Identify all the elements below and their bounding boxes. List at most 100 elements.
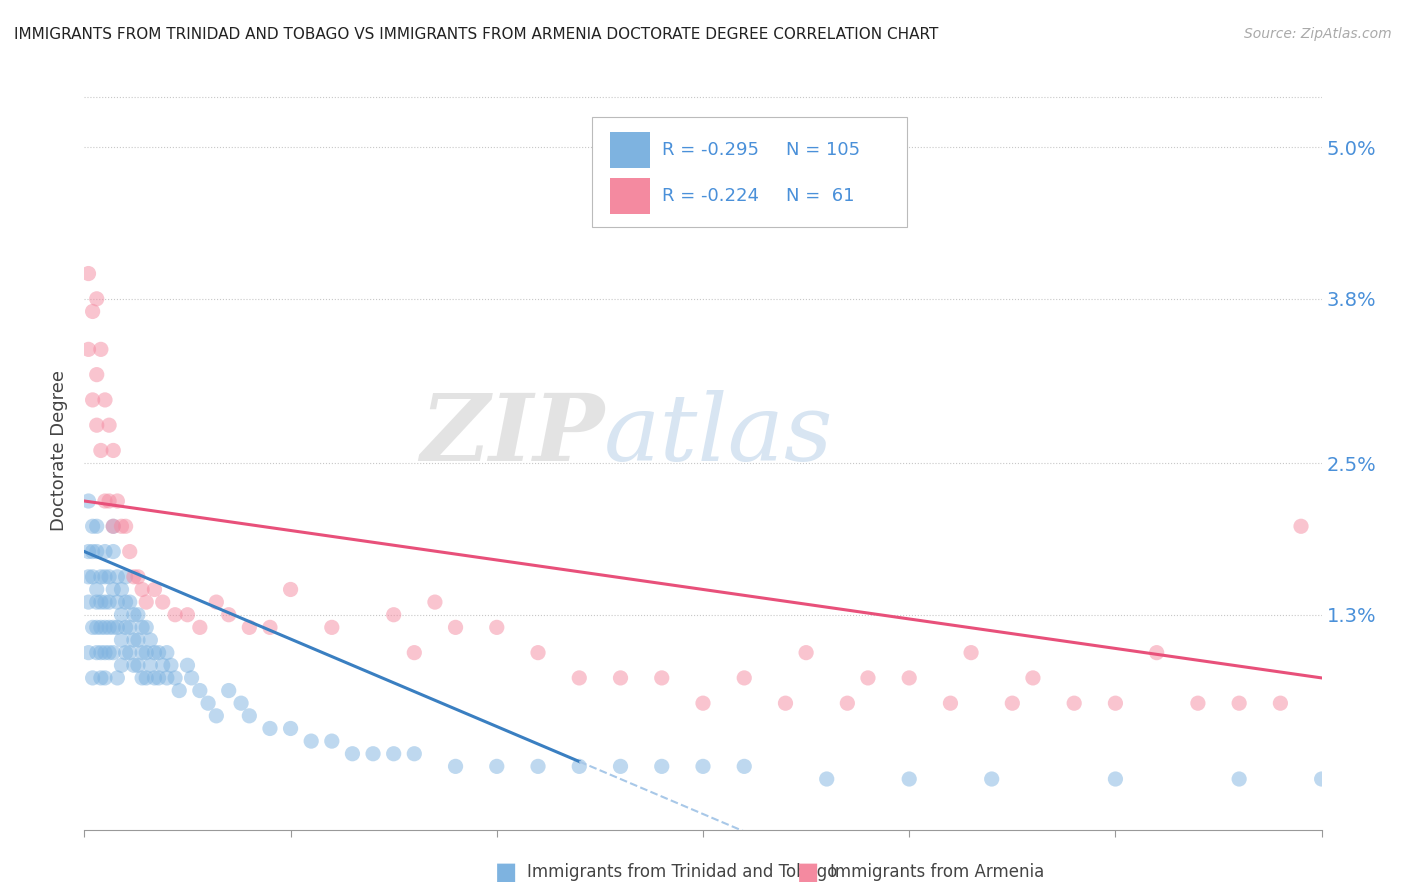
Point — [259, 620, 281, 634]
Point — [733, 671, 755, 685]
Point — [86, 292, 108, 306]
Point — [280, 722, 302, 736]
Point — [148, 671, 170, 685]
Point — [86, 519, 108, 533]
Point — [176, 607, 198, 622]
Point — [156, 671, 179, 685]
Point — [118, 595, 141, 609]
Point — [197, 696, 219, 710]
Point — [94, 494, 117, 508]
Point — [651, 759, 673, 773]
Point — [218, 683, 240, 698]
Point — [82, 519, 104, 533]
Text: Immigrants from Armenia: Immigrants from Armenia — [830, 863, 1043, 881]
Point — [98, 494, 121, 508]
Text: R = -0.295: R = -0.295 — [662, 141, 759, 159]
Point — [135, 620, 157, 634]
Point — [82, 392, 104, 407]
Point — [205, 708, 228, 723]
Point — [118, 646, 141, 660]
Point — [815, 772, 838, 786]
Point — [176, 658, 198, 673]
Point — [77, 267, 100, 281]
Point — [131, 671, 153, 685]
Point — [77, 494, 100, 508]
Point — [609, 759, 631, 773]
Point — [148, 646, 170, 660]
Point — [105, 671, 128, 685]
Point — [568, 671, 591, 685]
Point — [259, 722, 281, 736]
Point — [160, 658, 183, 673]
Point — [114, 595, 136, 609]
Point — [692, 759, 714, 773]
Point — [94, 570, 117, 584]
Point — [86, 544, 108, 558]
Point — [135, 671, 157, 685]
Point — [1022, 671, 1045, 685]
Point — [960, 646, 983, 660]
Point — [382, 607, 405, 622]
Point — [103, 620, 125, 634]
Point — [86, 595, 108, 609]
Point — [156, 646, 179, 660]
Point — [733, 759, 755, 773]
Point — [127, 570, 149, 584]
Point — [1227, 772, 1250, 786]
Point — [238, 708, 260, 723]
Point — [837, 696, 859, 710]
Point — [143, 646, 166, 660]
Point — [1104, 772, 1126, 786]
Point — [321, 734, 343, 748]
Point — [135, 646, 157, 660]
Point — [90, 343, 112, 357]
Point — [98, 620, 121, 634]
Text: ■: ■ — [797, 861, 820, 884]
Point — [103, 544, 125, 558]
Point — [794, 646, 817, 660]
Point — [218, 607, 240, 622]
Point — [180, 671, 202, 685]
Text: atlas: atlas — [605, 391, 834, 480]
Point — [103, 443, 125, 458]
Point — [90, 570, 112, 584]
Point — [444, 759, 467, 773]
Point — [98, 570, 121, 584]
Point — [77, 343, 100, 357]
Point — [118, 544, 141, 558]
Point — [898, 772, 921, 786]
Point — [105, 620, 128, 634]
Point — [98, 595, 121, 609]
Point — [382, 747, 405, 761]
Point — [238, 620, 260, 634]
Point — [86, 646, 108, 660]
Point — [114, 646, 136, 660]
Point — [143, 671, 166, 685]
Point — [82, 544, 104, 558]
Text: Immigrants from Trinidad and Tobago: Immigrants from Trinidad and Tobago — [527, 863, 838, 881]
Point — [527, 646, 550, 660]
Point — [404, 747, 426, 761]
Point — [775, 696, 797, 710]
Point — [114, 519, 136, 533]
Text: N = 105: N = 105 — [786, 141, 860, 159]
Point — [152, 658, 174, 673]
Point — [139, 658, 162, 673]
Point — [165, 671, 187, 685]
Point — [167, 683, 190, 698]
Point — [82, 304, 104, 318]
Text: R = -0.224: R = -0.224 — [662, 186, 759, 204]
Point — [110, 658, 132, 673]
Point — [98, 646, 121, 660]
Point — [404, 646, 426, 660]
Point — [342, 747, 364, 761]
Point — [122, 607, 145, 622]
Point — [527, 759, 550, 773]
Point — [939, 696, 962, 710]
Point — [110, 607, 132, 622]
Text: IMMIGRANTS FROM TRINIDAD AND TOBAGO VS IMMIGRANTS FROM ARMENIA DOCTORATE DEGREE : IMMIGRANTS FROM TRINIDAD AND TOBAGO VS I… — [14, 27, 938, 42]
Point — [1063, 696, 1085, 710]
Point — [94, 646, 117, 660]
Point — [485, 759, 508, 773]
Point — [898, 671, 921, 685]
